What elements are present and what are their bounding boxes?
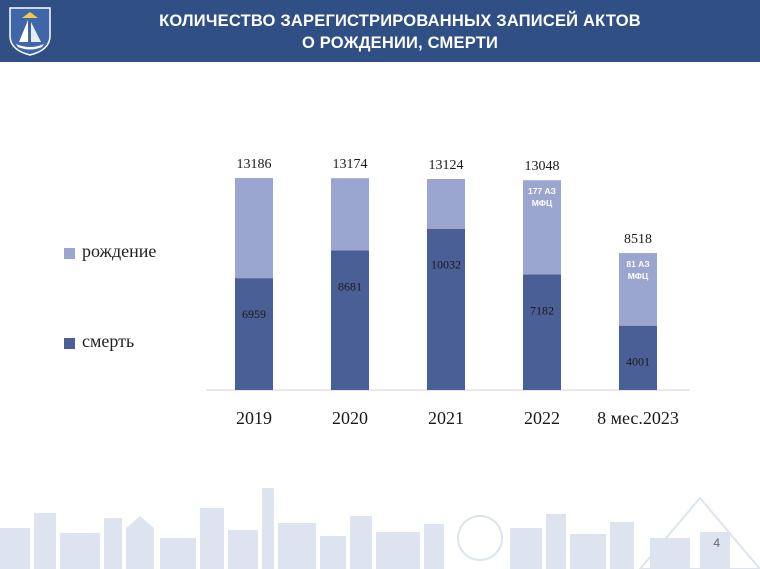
bar-birth-2021 (427, 178, 465, 229)
annotation-mfc: 177 АЗ (528, 186, 556, 196)
data-label-total: 13124 (429, 158, 464, 173)
data-label-death: 8681 (338, 279, 362, 293)
x-tick-label: 2019 (236, 408, 272, 428)
bar-death-2020 (331, 250, 369, 390)
bar-birth-8 мес.2023 (619, 253, 657, 326)
page-title: КОЛИЧЕСТВО ЗАРЕГИСТРИРОВАННЫХ ЗАПИСЕЙ АК… (100, 10, 700, 54)
data-label-total: 13048 (525, 159, 560, 174)
annotation-mfc: МФЦ (628, 271, 649, 281)
title-line-1: КОЛИЧЕСТВО ЗАРЕГИСТРИРОВАННЫХ ЗАПИСЕЙ АК… (159, 12, 641, 30)
data-label-total: 13174 (333, 157, 368, 172)
legend-label-death: смерть (82, 331, 135, 351)
x-tick-label: 2022 (524, 408, 560, 428)
bar-birth-2020 (331, 178, 369, 251)
legend-swatch-death (64, 338, 75, 349)
data-label-death: 7182 (530, 304, 554, 318)
annotation-mfc: 81 АЗ (626, 259, 649, 269)
title-line-2: О РОЖДЕНИИ, СМЕРТИ (301, 34, 499, 52)
x-tick-label: 8 мес.2023 (597, 408, 679, 428)
bar-death-2021 (427, 228, 465, 390)
data-label-death: 6959 (242, 307, 266, 321)
annotation-mfc: МФЦ (532, 198, 553, 208)
data-label-total: 8518 (624, 232, 652, 247)
bar-birth-2022 (523, 180, 561, 275)
legend-label-birth: рождение (82, 241, 157, 261)
data-label-death: 10032 (431, 258, 461, 272)
bar-death-2022 (523, 274, 561, 390)
bar-death-8 мес.2023 (619, 325, 657, 390)
bar-birth-2019 (235, 178, 273, 279)
header-banner: КОЛИЧЕСТВО ЗАРЕГИСТРИРОВАННЫХ ЗАПИСЕЙ АК… (0, 0, 760, 62)
city-skyline-decoration (0, 488, 760, 569)
data-label-death: 4001 (626, 355, 650, 369)
data-label-total: 13186 (237, 157, 272, 172)
bar-death-2019 (235, 278, 273, 390)
x-tick-label: 2021 (428, 408, 464, 428)
legend-swatch-birth (64, 248, 75, 259)
stacked-bar-chart: 6959 13186 2019 8681 13174 2020 10032 13124 2021… (206, 157, 690, 428)
page-number: 4 (713, 536, 720, 550)
coat-of-arms-icon (9, 7, 51, 56)
x-tick-label: 2020 (332, 408, 368, 428)
